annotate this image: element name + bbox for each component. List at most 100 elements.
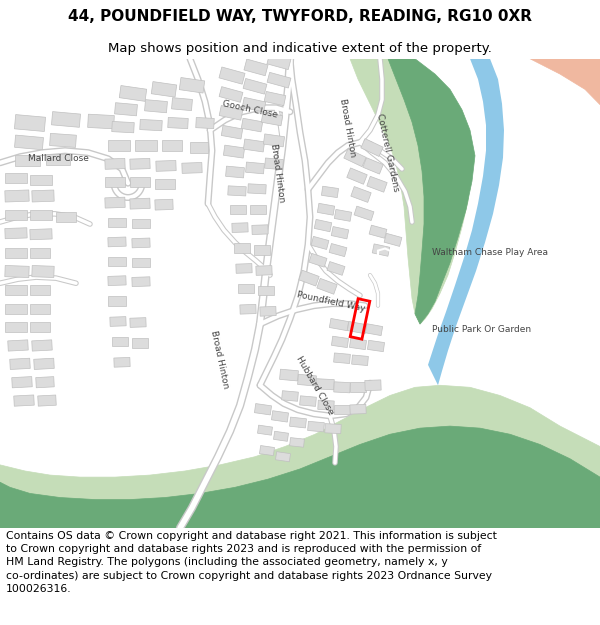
Polygon shape — [314, 219, 332, 232]
Polygon shape — [130, 318, 146, 328]
Polygon shape — [244, 59, 268, 76]
Polygon shape — [132, 238, 150, 248]
Polygon shape — [290, 417, 307, 428]
Polygon shape — [352, 355, 368, 366]
Polygon shape — [350, 404, 366, 414]
Polygon shape — [119, 86, 147, 101]
Polygon shape — [347, 168, 367, 184]
Polygon shape — [110, 317, 126, 326]
Polygon shape — [275, 452, 290, 462]
Polygon shape — [365, 380, 381, 391]
Polygon shape — [230, 204, 246, 214]
Polygon shape — [155, 199, 173, 210]
Polygon shape — [250, 204, 266, 214]
Polygon shape — [105, 158, 125, 169]
Polygon shape — [140, 119, 162, 131]
Polygon shape — [309, 253, 327, 267]
Polygon shape — [12, 377, 32, 388]
Polygon shape — [5, 322, 27, 332]
Polygon shape — [240, 304, 256, 314]
Polygon shape — [260, 306, 276, 316]
Polygon shape — [135, 141, 157, 151]
Polygon shape — [308, 421, 325, 432]
Polygon shape — [112, 121, 134, 132]
Polygon shape — [334, 404, 350, 414]
Polygon shape — [108, 296, 126, 306]
Polygon shape — [196, 118, 214, 129]
Polygon shape — [281, 391, 298, 401]
Polygon shape — [30, 322, 50, 332]
Polygon shape — [221, 126, 243, 139]
Polygon shape — [0, 426, 600, 528]
Polygon shape — [344, 149, 366, 167]
Polygon shape — [155, 179, 175, 189]
Polygon shape — [260, 446, 274, 456]
Polygon shape — [243, 79, 267, 94]
Polygon shape — [267, 53, 291, 69]
Polygon shape — [242, 98, 266, 112]
Polygon shape — [327, 261, 345, 276]
Polygon shape — [254, 246, 270, 254]
Polygon shape — [132, 219, 150, 228]
Polygon shape — [267, 72, 291, 88]
Polygon shape — [274, 431, 289, 441]
Polygon shape — [331, 226, 349, 239]
Polygon shape — [105, 177, 125, 187]
Polygon shape — [38, 395, 56, 406]
Polygon shape — [50, 133, 76, 148]
Polygon shape — [132, 258, 150, 267]
Text: Hubbard Close: Hubbard Close — [295, 354, 335, 416]
Polygon shape — [354, 206, 374, 221]
Polygon shape — [0, 385, 600, 528]
Polygon shape — [367, 340, 385, 352]
Polygon shape — [34, 358, 54, 369]
Polygon shape — [30, 285, 50, 296]
Polygon shape — [130, 177, 150, 187]
Polygon shape — [14, 114, 46, 131]
Polygon shape — [30, 210, 52, 220]
Text: Broad Hinton: Broad Hinton — [209, 330, 230, 389]
Polygon shape — [30, 304, 50, 314]
Polygon shape — [36, 377, 54, 388]
Polygon shape — [15, 154, 40, 166]
Polygon shape — [145, 99, 167, 112]
Polygon shape — [232, 222, 248, 232]
Polygon shape — [363, 158, 383, 174]
Polygon shape — [182, 162, 202, 173]
Polygon shape — [334, 382, 350, 393]
Polygon shape — [5, 190, 29, 202]
Polygon shape — [331, 336, 349, 348]
Polygon shape — [108, 276, 126, 286]
Polygon shape — [299, 396, 316, 406]
Polygon shape — [105, 197, 125, 208]
Polygon shape — [88, 114, 115, 129]
Polygon shape — [30, 248, 50, 258]
Polygon shape — [132, 338, 148, 348]
Polygon shape — [108, 141, 130, 151]
Polygon shape — [290, 438, 304, 448]
Polygon shape — [311, 236, 329, 249]
Polygon shape — [350, 59, 470, 324]
Polygon shape — [30, 229, 52, 240]
Polygon shape — [228, 186, 246, 196]
Polygon shape — [156, 161, 176, 171]
Polygon shape — [32, 266, 54, 278]
Text: Cotterell Gardens: Cotterell Gardens — [376, 112, 401, 192]
Polygon shape — [271, 411, 289, 422]
Text: Gooch Close: Gooch Close — [222, 99, 279, 120]
Polygon shape — [219, 67, 245, 84]
Polygon shape — [162, 141, 182, 151]
Polygon shape — [5, 304, 27, 314]
Polygon shape — [172, 98, 193, 111]
Text: Poundfield Way: Poundfield Way — [296, 290, 366, 313]
Text: Public Park Or Garden: Public Park Or Garden — [432, 324, 531, 334]
Polygon shape — [298, 374, 316, 386]
Polygon shape — [236, 264, 252, 273]
Polygon shape — [112, 338, 128, 346]
Text: Broad Hinton: Broad Hinton — [269, 143, 287, 203]
Polygon shape — [367, 176, 387, 192]
Polygon shape — [244, 139, 265, 152]
Polygon shape — [261, 112, 283, 126]
Polygon shape — [252, 225, 268, 234]
Polygon shape — [5, 210, 27, 220]
